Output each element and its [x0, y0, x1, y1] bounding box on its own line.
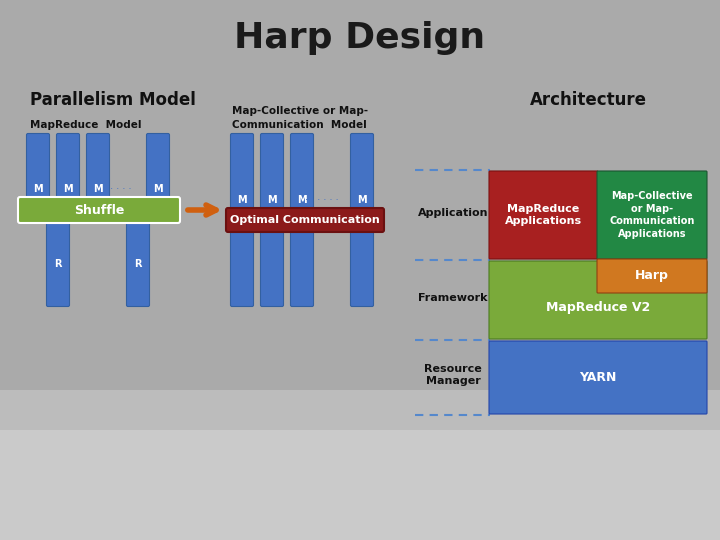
FancyBboxPatch shape	[47, 221, 70, 307]
FancyArrowPatch shape	[188, 205, 216, 215]
Text: · · · · ·: · · · · ·	[104, 184, 132, 194]
Text: M: M	[63, 184, 73, 194]
FancyBboxPatch shape	[18, 197, 180, 223]
FancyBboxPatch shape	[226, 208, 384, 232]
Text: M: M	[297, 195, 307, 205]
FancyBboxPatch shape	[597, 171, 707, 259]
FancyBboxPatch shape	[290, 231, 313, 307]
FancyBboxPatch shape	[127, 221, 150, 307]
Text: Parallelism Model: Parallelism Model	[30, 91, 196, 109]
Text: M: M	[267, 195, 276, 205]
FancyBboxPatch shape	[351, 231, 374, 307]
Text: M: M	[93, 184, 103, 194]
Text: Map-Collective or Map-
Communication  Model: Map-Collective or Map- Communication Mod…	[232, 106, 368, 130]
Text: · · · · · ·: · · · · · ·	[305, 195, 339, 205]
Text: Application: Application	[418, 208, 488, 218]
Text: M: M	[357, 195, 366, 205]
FancyBboxPatch shape	[27, 133, 50, 199]
FancyBboxPatch shape	[489, 341, 707, 414]
FancyBboxPatch shape	[597, 259, 707, 293]
Text: R: R	[54, 259, 62, 269]
Text: Framework: Framework	[418, 293, 487, 303]
Text: M: M	[33, 184, 42, 194]
FancyBboxPatch shape	[489, 261, 707, 339]
Text: Optimal Communication: Optimal Communication	[230, 215, 380, 225]
FancyBboxPatch shape	[489, 171, 598, 259]
Text: Resource
Manager: Resource Manager	[424, 364, 482, 386]
FancyBboxPatch shape	[351, 133, 374, 211]
FancyBboxPatch shape	[56, 133, 79, 199]
Text: YARN: YARN	[580, 371, 617, 384]
Text: MapReduce  Model: MapReduce Model	[30, 120, 142, 130]
FancyBboxPatch shape	[86, 133, 109, 199]
Text: R: R	[134, 259, 142, 269]
FancyBboxPatch shape	[290, 133, 313, 211]
Text: Architecture: Architecture	[530, 91, 647, 109]
Text: M: M	[153, 184, 163, 194]
Text: Shuffle: Shuffle	[74, 204, 124, 217]
FancyBboxPatch shape	[230, 133, 253, 211]
Bar	[0, 430, 720, 540]
FancyBboxPatch shape	[261, 133, 284, 211]
FancyBboxPatch shape	[230, 231, 253, 307]
Text: Harp Design: Harp Design	[235, 21, 485, 55]
Text: Harp: Harp	[635, 269, 669, 282]
FancyBboxPatch shape	[146, 133, 169, 199]
Text: MapReduce V2: MapReduce V2	[546, 300, 650, 314]
Text: MapReduce
Applications: MapReduce Applications	[505, 204, 582, 226]
FancyBboxPatch shape	[261, 231, 284, 307]
Bar	[0, 390, 720, 540]
Text: Map-Collective
or Map-
Communication
Applications: Map-Collective or Map- Communication App…	[609, 191, 695, 239]
Text: M: M	[237, 195, 247, 205]
